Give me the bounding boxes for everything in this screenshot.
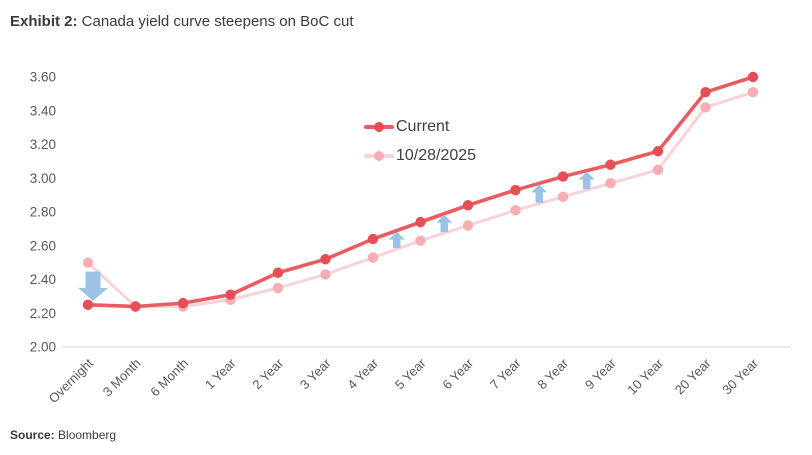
y-axis-label: 3.20 (30, 137, 56, 152)
x-axis-label: 1 Year (202, 355, 239, 392)
series-previous-marker (320, 269, 331, 280)
exhibit-title-text: Canada yield curve steepens on BoC cut (77, 13, 354, 30)
series-previous-marker (747, 86, 759, 98)
series-current-marker (130, 301, 141, 312)
x-axis-label: 20 Year (672, 355, 714, 397)
series-previous-marker (557, 191, 569, 203)
legend-item-current: Current (364, 112, 476, 141)
chart-legend: Current 10/28/2025 (364, 112, 476, 170)
x-axis-label: 5 Year (392, 355, 429, 392)
source-label: Source: (10, 428, 55, 442)
series-previous-marker (652, 164, 664, 176)
series-current-marker (415, 216, 426, 228)
x-axis-label: 2 Year (249, 355, 286, 392)
series-current-marker (557, 171, 569, 182)
x-axis-label: 7 Year (487, 355, 524, 392)
series-current-marker (605, 159, 616, 170)
x-axis-label: 6 Year (439, 355, 476, 392)
legend-item-previous: 10/28/2025 (364, 141, 476, 170)
legend-label-current: Current (396, 117, 450, 135)
up-arrow-icon (436, 214, 453, 233)
series-current-marker (510, 184, 521, 196)
x-axis-label: 6 Month (147, 356, 191, 400)
y-axis-label: 3.60 (30, 70, 56, 85)
series-previous-marker (510, 205, 521, 216)
series-current-marker (320, 254, 331, 265)
up-arrow-icon (578, 171, 595, 190)
x-axis-label: 9 Year (582, 355, 619, 392)
y-axis-label: 3.00 (30, 171, 56, 186)
x-axis-label: 3 Year (297, 355, 334, 392)
y-axis-label: 2.40 (30, 272, 56, 287)
exhibit-title-prefix: Exhibit 2: (10, 13, 78, 30)
series-current-marker (225, 289, 236, 300)
y-axis-label: 2.00 (30, 340, 56, 355)
series-previous-marker (605, 178, 616, 189)
series-previous-marker (415, 235, 426, 246)
y-axis-label: 2.20 (30, 306, 56, 321)
series-previous-marker (82, 257, 94, 268)
x-axis-label: 30 Year (719, 355, 761, 397)
x-axis-label: 10 Year (624, 355, 666, 397)
up-arrow-icon (388, 231, 405, 249)
source-note: Source: Bloomberg (10, 428, 116, 442)
series-current-marker (747, 71, 759, 83)
current-series-marker-icon (364, 121, 394, 133)
source-text: Bloomberg (54, 428, 117, 442)
x-axis-label: Overnight (46, 355, 97, 406)
series-current-marker (367, 233, 379, 245)
up-arrow-icon (531, 184, 548, 203)
x-axis-label: 3 Month (100, 356, 144, 400)
y-axis-label: 2.80 (30, 205, 56, 220)
x-axis-label: 4 Year (344, 355, 381, 392)
down-arrow-icon (78, 271, 108, 301)
legend-label-previous: 10/28/2025 (396, 146, 477, 164)
series-current-marker (652, 146, 664, 157)
series-previous-marker (272, 282, 284, 294)
series-current-marker (462, 200, 474, 211)
x-axis-label: 8 Year (534, 355, 571, 392)
series-current-marker (177, 297, 189, 309)
series-current-marker (272, 267, 284, 278)
y-axis-label: 3.40 (30, 103, 56, 118)
series-current-marker (82, 299, 94, 311)
series-previous-marker (700, 102, 711, 113)
series-previous-marker (462, 220, 474, 231)
series-previous-marker (367, 252, 379, 263)
previous-series-marker-icon (364, 150, 394, 162)
exhibit-title: Exhibit 2: Canada yield curve steepens o… (10, 13, 354, 30)
y-axis-label: 2.60 (30, 238, 56, 253)
series-current-marker (700, 86, 711, 98)
